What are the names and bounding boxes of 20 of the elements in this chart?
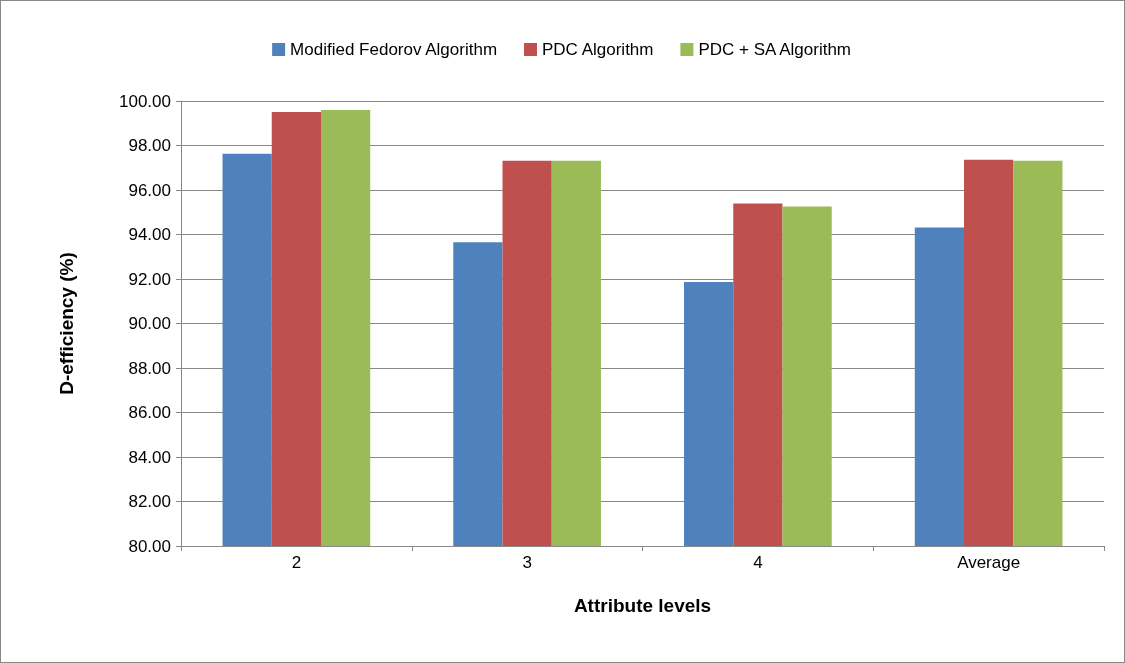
- y-tick-label: 92.00: [128, 269, 171, 289]
- x-axis-title: Attribute levels: [573, 595, 712, 616]
- y-tick-label: 94.00: [128, 225, 171, 244]
- y-tick-label: 84.00: [128, 447, 171, 467]
- y-tick-label: 100.00: [119, 91, 171, 111]
- legend-label: PDC + SA Algorithm: [698, 40, 851, 59]
- y-tick-label: 80.00: [128, 536, 171, 556]
- y-tick-label: 88.00: [128, 358, 171, 378]
- y-tick-label: 86.00: [128, 403, 171, 422]
- x-tick-label: 2: [291, 553, 302, 572]
- x-tick-label: 4: [753, 553, 763, 572]
- y-tick-label: 82.00: [128, 492, 171, 511]
- legend-label: PDC Algorithm: [541, 40, 654, 59]
- x-tick-label: Average: [957, 553, 1021, 572]
- legend-label: Modified Fedorov Algorithm: [290, 40, 498, 59]
- y-axis-title: D-efficiency (%): [56, 252, 77, 395]
- x-tick-label: 3: [522, 553, 532, 572]
- y-tick-label: 98.00: [128, 136, 171, 155]
- y-tick-label: 90.00: [128, 314, 171, 333]
- y-tick-label: 96.00: [128, 180, 171, 200]
